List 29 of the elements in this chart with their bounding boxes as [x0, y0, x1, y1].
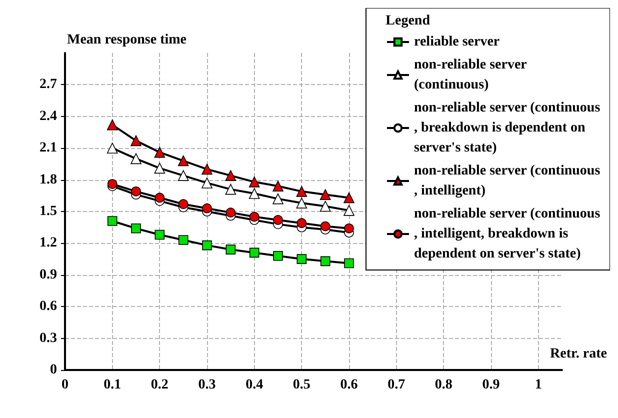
legend-title: Legend — [386, 14, 430, 28]
y-tick-label: 0.3 — [40, 330, 57, 346]
legend-label: non-reliable server (continuous, intelligent, breakdown is dependent on server's state) — [414, 206, 601, 262]
legend-label: non-reliable server (continuous, intelligent) — [414, 164, 601, 198]
x-tick-label: 0.2 — [150, 378, 168, 392]
y-tick-label: 0.6 — [40, 299, 57, 314]
x-tick-label: 0.4 — [246, 378, 264, 392]
x-tick-label: 0.5 — [292, 378, 310, 392]
y-tick-label: 0.9 — [40, 267, 57, 282]
y-tick-label: 1.5 — [40, 204, 57, 219]
y-axis-title: Mean response time — [67, 32, 186, 48]
x-tick-label: 0.1 — [104, 378, 122, 392]
x-tick-label: 0.7 — [388, 378, 406, 392]
x-tick-label: 0.8 — [434, 378, 452, 392]
legend-label: non-reliable server (continuous, breakdown is dependent on server's state) — [414, 100, 601, 156]
x-tick-label: 0.6 — [340, 378, 358, 392]
y-tick-label: 2.1 — [40, 140, 57, 156]
x-axis-title: Retr. rate — [550, 346, 608, 362]
x-tick-label: 1 — [534, 378, 542, 392]
x-tick-label: 0.3 — [198, 378, 216, 392]
x-tick-label: 0 — [62, 378, 68, 392]
y-tick-label: 2.7 — [40, 77, 57, 92]
y-tick-label: 2.4 — [40, 108, 57, 124]
legend-label: non-reliable server (continuous) — [414, 58, 530, 92]
y-tick-label: 1.8 — [40, 172, 57, 188]
legend-label: reliable server — [414, 34, 500, 50]
x-tick-label: 0.9 — [482, 378, 500, 392]
y-tick-label: 0 — [50, 362, 57, 378]
y-tick-label: 1.2 — [40, 236, 57, 251]
